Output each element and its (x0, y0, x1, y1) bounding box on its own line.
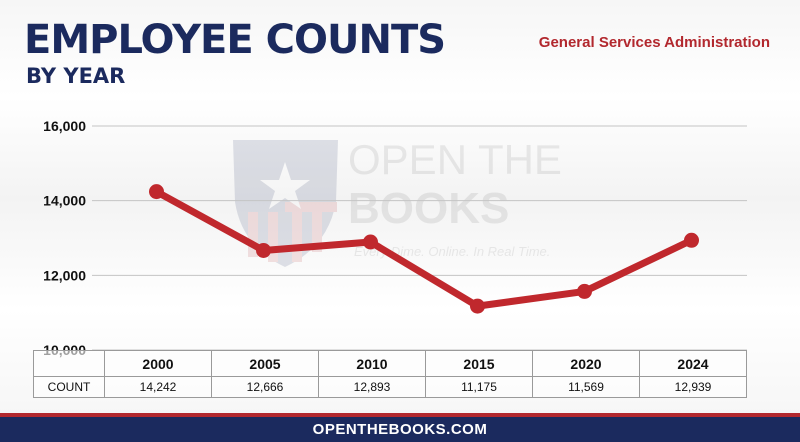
page-subtitle: BY YEAR (26, 64, 126, 88)
data-table: 2000 2005 2010 2015 2020 2024 COUNT 14,2… (33, 350, 747, 398)
table-corner (33, 350, 105, 377)
year-header: 2024 (639, 350, 747, 377)
data-point (256, 242, 271, 258)
year-header: 2015 (425, 350, 533, 377)
y-tick-label: 14,000 (43, 193, 86, 209)
data-point (363, 234, 378, 250)
year-header: 2000 (104, 350, 212, 377)
footer-bar: OPENTHEBOOKS.COM (0, 417, 800, 442)
year-header: 2010 (318, 350, 426, 377)
data-point (684, 232, 699, 248)
data-point (577, 283, 592, 299)
count-cell: 11,569 (532, 376, 640, 398)
count-cell: 12,939 (639, 376, 747, 398)
watermark-logo: OPEN THE BOOKS Every Dime. Online. In Re… (228, 132, 578, 277)
shield-icon (233, 140, 338, 267)
watermark-tagline: Every Dime. Online. In Real Time. (354, 244, 551, 259)
count-cell: 11,175 (425, 376, 533, 398)
data-point (470, 298, 485, 314)
year-header: 2005 (211, 350, 319, 377)
page-title: EMPLOYEE COUNTS (24, 17, 446, 63)
y-tick-label: 12,000 (43, 267, 86, 283)
y-tick-label: 16,000 (43, 118, 86, 134)
count-cell: 12,666 (211, 376, 319, 398)
footer-website: OPENTHEBOOKS.COM (312, 421, 488, 438)
year-header: 2020 (532, 350, 640, 377)
count-row-label: COUNT (33, 376, 105, 398)
footer-accent-stripe (0, 413, 800, 417)
watermark-line2: BOOKS (348, 184, 510, 233)
count-row: COUNT 14,242 12,666 12,893 11,175 11,569… (33, 376, 747, 398)
agency-name: General Services Administration (538, 34, 770, 51)
year-row: 2000 2005 2010 2015 2020 2024 (33, 350, 747, 377)
count-cell: 14,242 (104, 376, 212, 398)
count-cell: 12,893 (318, 376, 426, 398)
series-line (153, 188, 695, 310)
data-point (149, 184, 164, 200)
watermark-line1: OPEN THE (348, 136, 562, 183)
